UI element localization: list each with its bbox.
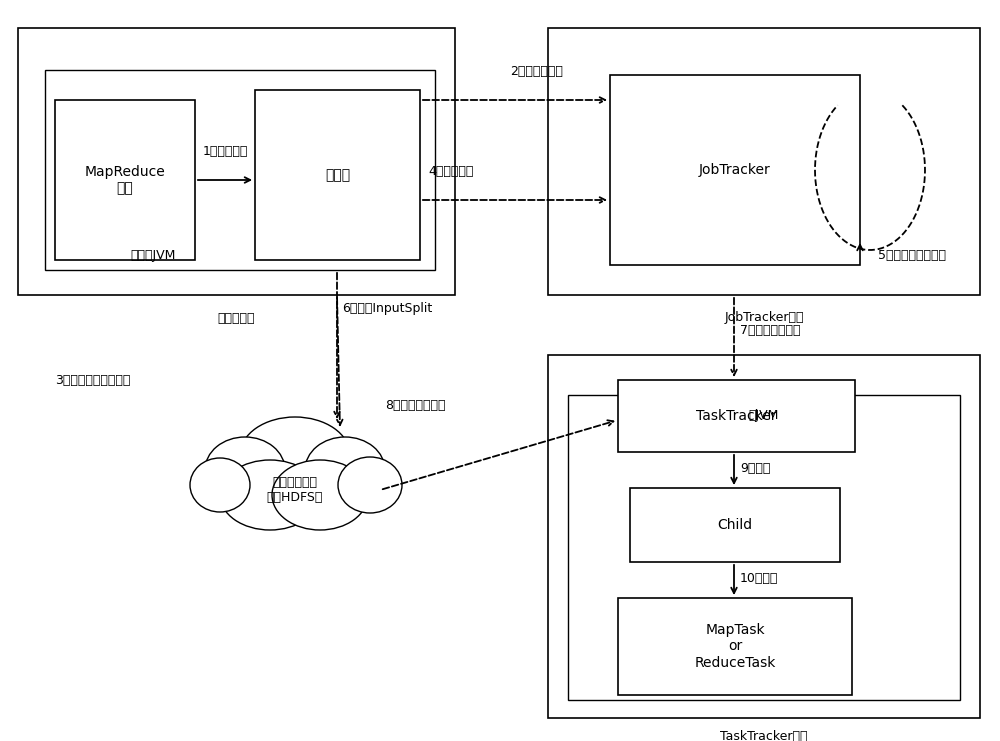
- Bar: [630, 488, 840, 562]
- Text: Child: Child: [717, 518, 753, 532]
- Text: 客户端JVM: 客户端JVM: [130, 248, 175, 262]
- Bar: [618, 380, 855, 452]
- Text: MapTask
or
ReduceTask: MapTask or ReduceTask: [694, 623, 776, 670]
- Bar: [568, 395, 960, 700]
- Text: 子JVM: 子JVM: [749, 408, 779, 422]
- Ellipse shape: [190, 458, 250, 512]
- Text: 5、初始化作业对象: 5、初始化作业对象: [878, 249, 946, 262]
- Ellipse shape: [220, 460, 320, 530]
- Ellipse shape: [338, 457, 402, 513]
- Text: 6、获取InputSplit: 6、获取InputSplit: [342, 302, 432, 315]
- Text: JobTracker: JobTracker: [699, 163, 771, 177]
- Text: 分布式文件系
统（HDFS）: 分布式文件系 统（HDFS）: [267, 476, 323, 504]
- Text: 客户端节点: 客户端节点: [218, 311, 255, 325]
- Text: 客户端: 客户端: [325, 168, 350, 182]
- Text: 9、登陆: 9、登陆: [740, 462, 770, 474]
- Text: JobTracker节点: JobTracker节点: [724, 311, 804, 325]
- Ellipse shape: [272, 460, 368, 530]
- Text: MapReduce
工程: MapReduce 工程: [85, 165, 165, 195]
- Text: TaskTracker: TaskTracker: [696, 409, 777, 423]
- Text: 10、启动: 10、启动: [740, 571, 778, 585]
- Text: 3、复制作业资源文件: 3、复制作业资源文件: [55, 373, 130, 387]
- Bar: [548, 355, 980, 718]
- Ellipse shape: [305, 437, 385, 503]
- Text: 4、提交作业: 4、提交作业: [428, 165, 473, 178]
- Text: 8、获取作业资源: 8、获取作业资源: [385, 399, 446, 412]
- Text: TaskTracker节点: TaskTracker节点: [720, 729, 808, 741]
- Bar: [55, 100, 195, 260]
- Bar: [618, 598, 852, 695]
- Text: 7、返回心跳信号: 7、返回心跳信号: [740, 324, 800, 336]
- Bar: [610, 75, 860, 265]
- Bar: [548, 28, 980, 295]
- Bar: [18, 28, 455, 295]
- Bar: [45, 70, 435, 270]
- Bar: [255, 90, 420, 260]
- Ellipse shape: [205, 437, 285, 503]
- Text: 2、请求作业号: 2、请求作业号: [510, 65, 563, 78]
- Ellipse shape: [240, 417, 350, 493]
- Text: 1、运行作业: 1、运行作业: [202, 145, 248, 158]
